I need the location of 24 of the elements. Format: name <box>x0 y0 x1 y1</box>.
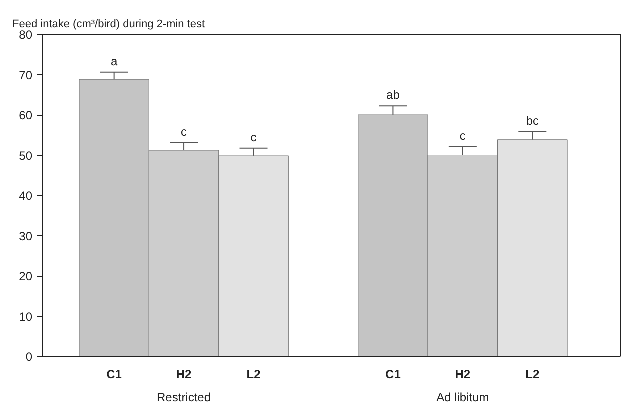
y-tick-label: 30 <box>19 229 33 244</box>
text: Restricted <box>157 390 212 404</box>
y-tick-label: 60 <box>19 108 33 122</box>
y-tick-label: 50 <box>19 148 33 163</box>
y-tick-label: 80 <box>19 28 33 42</box>
x-tick-label: C1 <box>106 368 122 382</box>
y-tick-label: 0 <box>26 350 33 364</box>
data-label: ab <box>386 88 400 102</box>
data-label: c <box>181 124 188 139</box>
x-tick-label: H2 <box>176 368 192 382</box>
y-tick-label: 40 <box>19 189 33 203</box>
x-tick-label: L2 <box>526 368 540 382</box>
data-label: a <box>110 54 118 68</box>
chart-title: Feed intake (cm³/bird) during 2-min test <box>12 18 206 30</box>
y-tick-label: 10 <box>19 310 33 324</box>
x-tick-label: H2 <box>455 368 471 382</box>
data-label: bc <box>526 114 539 128</box>
text: Ad libitum <box>436 390 490 404</box>
data-label: c <box>460 128 466 143</box>
data-label: c <box>250 130 257 144</box>
x-tick-label: C1 <box>386 368 402 382</box>
x-tick-label: L2 <box>246 368 262 382</box>
y-tick-label: 20 <box>19 270 33 284</box>
y-tick-label: 70 <box>19 68 33 82</box>
